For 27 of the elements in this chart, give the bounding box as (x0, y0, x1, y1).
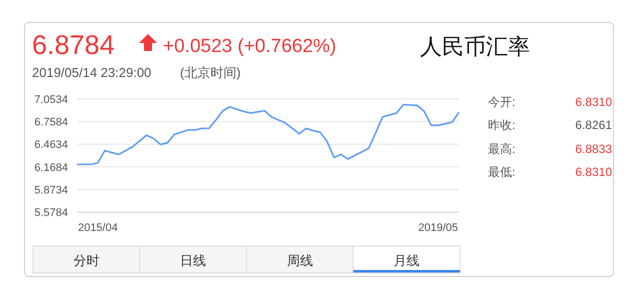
y-tick-label: 6.4634 (34, 139, 68, 152)
text: 2019/05/14 23:29:00 (32, 65, 152, 80)
text: 6.8310 (575, 95, 612, 109)
line-series (76, 104, 460, 166)
y-tick-label: 5.5784 (34, 207, 68, 219)
text: +0.0523 (+0.7662%) (163, 36, 336, 57)
text: 6.8833 (575, 142, 612, 156)
text: 昨收: (488, 118, 516, 132)
text: 6.8310 (575, 165, 612, 179)
text: 日线 (180, 253, 206, 268)
text: (北京时间) (180, 65, 241, 80)
y-tick-label: 6.1684 (34, 162, 68, 174)
x-tick-label: 2015/04 (78, 222, 118, 234)
chart-title: 人民币汇率 (420, 34, 530, 59)
text: 6.8261 (575, 118, 612, 132)
y-tick-label: 6.7584 (34, 116, 68, 129)
x-tick-label: 2019/05 (418, 222, 458, 234)
text: 6.8784 (32, 30, 115, 60)
text: 最高: (488, 142, 516, 156)
text: 最低: (488, 165, 516, 179)
text: 分时 (73, 253, 100, 268)
text: 今开: (488, 95, 516, 109)
y-tick-label: 5.8734 (34, 184, 68, 196)
text: 月线 (394, 253, 420, 268)
text: 周线 (286, 253, 313, 268)
y-tick-label: 7.0534 (34, 94, 68, 106)
plot: 5.5784 5.8734 6.1684 6.4634 6.7584 7.0534 2015/04 2019/05 (34, 94, 460, 234)
